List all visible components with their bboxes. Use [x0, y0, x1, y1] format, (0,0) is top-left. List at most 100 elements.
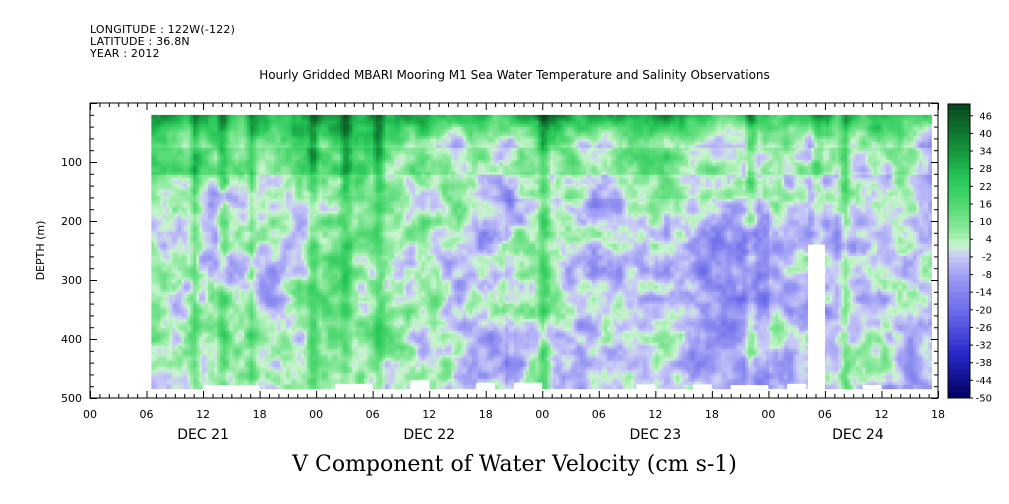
- heatmap-cell: [292, 363, 296, 368]
- heatmap-cell: [163, 348, 167, 353]
- heatmap-cell: [154, 237, 158, 242]
- heatmap-cell: [226, 189, 230, 194]
- heatmap-cell: [169, 264, 173, 269]
- heatmap-cell: [313, 117, 317, 122]
- heatmap-cell: [238, 333, 242, 338]
- heatmap-cell: [256, 120, 260, 125]
- heatmap-cell: [196, 252, 200, 257]
- heatmap-cell: [244, 267, 248, 272]
- heatmap-cell: [163, 258, 167, 263]
- heatmap-cell: [301, 174, 305, 179]
- heatmap-cell: [283, 291, 287, 296]
- heatmap-cell: [250, 201, 254, 206]
- heatmap-cell: [256, 198, 260, 203]
- heatmap-cell: [172, 339, 176, 344]
- heatmap-cell: [217, 231, 221, 236]
- heatmap-cell: [157, 210, 161, 215]
- heatmap-cell: [166, 186, 170, 191]
- heatmap-cell: [151, 303, 155, 308]
- heatmap-cell: [259, 378, 263, 383]
- heatmap-cell: [199, 252, 203, 257]
- heatmap-cell: [277, 249, 281, 254]
- heatmap-cell: [199, 225, 203, 230]
- heatmap-cell: [268, 357, 272, 362]
- heatmap-cell: [208, 345, 212, 350]
- heatmap-cell: [271, 354, 275, 359]
- heatmap-cell: [229, 183, 233, 188]
- heatmap-cell: [286, 369, 290, 374]
- heatmap-cell: [298, 264, 302, 269]
- heatmap-cell: [280, 183, 284, 188]
- heatmap-cell: [187, 306, 191, 311]
- heatmap-cell: [205, 174, 209, 179]
- heatmap-cell: [250, 186, 254, 191]
- heatmap-cell: [223, 174, 227, 179]
- heatmap-cell: [220, 219, 224, 224]
- heatmap-cell: [166, 126, 170, 131]
- heatmap-cell: [202, 294, 206, 299]
- heatmap-cell: [259, 117, 263, 122]
- heatmap-cell: [232, 204, 236, 209]
- heatmap-cell: [310, 276, 314, 281]
- heatmap-cell: [244, 183, 248, 188]
- heatmap-cell: [310, 342, 314, 347]
- heatmap-cell: [241, 324, 245, 329]
- heatmap-cell: [178, 351, 182, 356]
- heatmap-cell: [190, 288, 194, 293]
- heatmap-cell: [310, 210, 314, 215]
- heatmap-cell: [274, 132, 278, 137]
- heatmap-cell: [163, 237, 167, 242]
- heatmap-cell: [187, 228, 191, 233]
- heatmap-cell: [262, 294, 266, 299]
- heatmap-cell: [193, 192, 197, 197]
- heatmap-cell: [208, 159, 212, 164]
- heatmap-cell: [232, 288, 236, 293]
- heatmap-cell: [205, 153, 209, 158]
- heatmap-cell: [277, 285, 281, 290]
- heatmap-cell: [178, 237, 182, 242]
- heatmap-cell: [181, 369, 185, 374]
- heatmap-cell: [310, 201, 314, 206]
- heatmap-cell: [235, 339, 239, 344]
- heatmap-cell: [241, 246, 245, 251]
- heatmap-cell: [286, 324, 290, 329]
- heatmap-cell: [229, 237, 233, 242]
- heatmap-cell: [220, 285, 224, 290]
- heatmap-cell: [241, 213, 245, 218]
- heatmap-cell: [178, 327, 182, 332]
- heatmap-cell: [211, 195, 215, 200]
- heatmap-cell: [163, 381, 167, 386]
- heatmap-cell: [196, 294, 200, 299]
- heatmap-cell: [181, 306, 185, 311]
- heatmap-cell: [214, 324, 218, 329]
- heatmap-cell: [217, 168, 221, 173]
- heatmap-cell: [211, 288, 215, 293]
- heatmap-cell: [190, 369, 194, 374]
- heatmap-cell: [190, 180, 194, 185]
- heatmap-cell: [304, 186, 308, 191]
- heatmap-cell: [241, 159, 245, 164]
- heatmap-cell: [211, 168, 215, 173]
- heatmap-cell: [208, 276, 212, 281]
- heatmap-cell: [292, 222, 296, 227]
- heatmap-cell: [313, 156, 317, 161]
- heatmap-cell: [199, 303, 203, 308]
- heatmap-cell: [208, 375, 212, 380]
- heatmap-cell: [154, 354, 158, 359]
- heatmap-cell: [259, 261, 263, 266]
- heatmap-cell: [187, 378, 191, 383]
- heatmap-cell: [214, 114, 218, 119]
- heatmap-cell: [232, 231, 236, 236]
- heatmap-cell: [244, 321, 248, 326]
- heatmap-cell: [217, 303, 221, 308]
- heatmap-cell: [181, 387, 185, 390]
- heatmap-cell: [178, 240, 182, 245]
- heatmap-cell: [184, 204, 188, 209]
- heatmap-cell: [244, 258, 248, 263]
- heatmap-cell: [238, 282, 242, 287]
- heatmap-cell: [283, 213, 287, 218]
- heatmap-cell: [262, 237, 266, 242]
- heatmap-cell: [196, 237, 200, 242]
- heatmap-cell: [211, 144, 215, 149]
- heatmap-cell: [253, 192, 257, 197]
